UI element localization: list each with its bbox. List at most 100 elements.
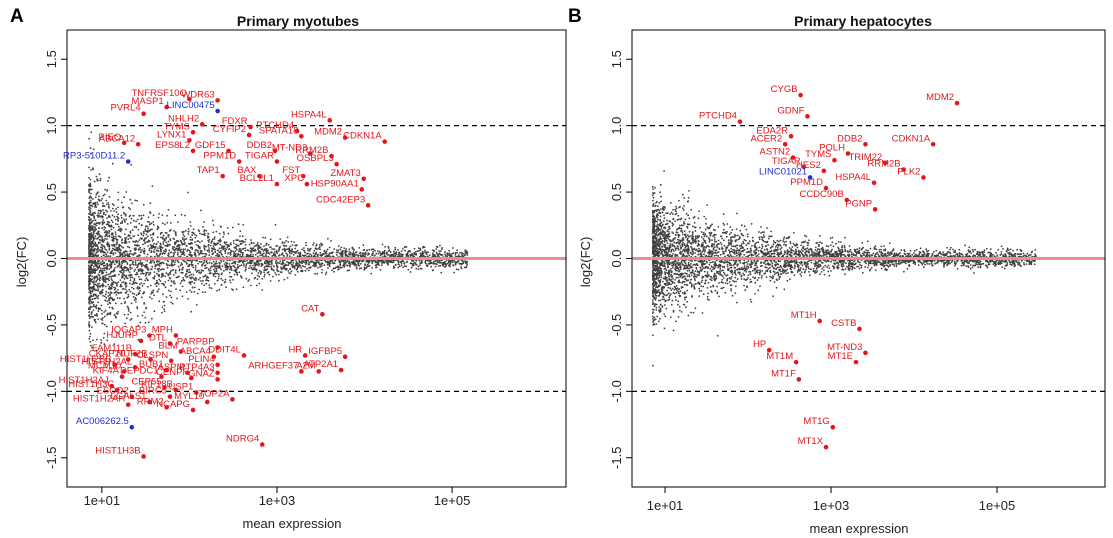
gene-label: NDRG4 [226, 433, 259, 444]
gene-label: IGFBP5 [308, 346, 342, 357]
gene-label: CYGB [771, 84, 798, 95]
highlighted-point [766, 347, 772, 353]
gene-label: MT-ND3 [827, 342, 862, 353]
gene-label: CEP55 [131, 376, 161, 387]
highlighted-point [382, 139, 388, 144]
gene-label: ABCA12 [99, 133, 135, 144]
gene-label: MCM10 [88, 360, 121, 371]
highlighted-point [921, 175, 926, 180]
highlighted-point [147, 399, 152, 405]
highlighted-point [129, 424, 135, 430]
highlighted-point [211, 354, 217, 360]
gene-label: FST [282, 165, 300, 176]
highlighted-point [190, 148, 196, 154]
gene-label: ABCA4 [180, 346, 211, 357]
highlighted-point [132, 351, 138, 357]
highlighted-point [114, 387, 120, 393]
gene-label: EPS8L2 [155, 140, 190, 151]
gene-label: FDXR [222, 116, 248, 127]
highlighted-point [125, 357, 131, 362]
y-tick-label: -1.0 [609, 380, 624, 402]
highlighted-point [853, 359, 859, 365]
highlighted-point [215, 377, 220, 382]
gene-label: RP3-510D11.2 [63, 151, 125, 162]
highlighted-point [162, 385, 167, 390]
highlighted-point [316, 369, 322, 374]
gene-label: BIRC5 [139, 386, 167, 397]
highlighted-point [830, 424, 836, 430]
gene-label: PLIN4 [188, 354, 214, 365]
gene-label: ESCO2 [97, 386, 129, 397]
gene-label: HIST1H3B [95, 445, 140, 456]
highlighted-point [215, 362, 220, 368]
highlighted-point [187, 137, 192, 143]
highlighted-point [365, 203, 371, 208]
highlighted-point [226, 148, 231, 154]
y-tick-label: -0.5 [44, 314, 59, 336]
x-axis-title-myotubes: mean expression [243, 516, 342, 531]
gene-label: TYMS [805, 149, 831, 160]
gene-label: CDC42EP3 [316, 194, 365, 205]
highlighted-point [190, 407, 196, 413]
gene-label: IQGAP3 [111, 325, 146, 336]
x-tick-label: 1e+01 [84, 493, 121, 508]
gene-label: DEPDC1 [120, 366, 159, 377]
gene-label: HSPA4L [835, 172, 871, 183]
highlighted-point [302, 353, 308, 358]
y-tick-label: 0.0 [609, 249, 624, 267]
gene-label: TYMS [164, 121, 190, 132]
gene-label: LGALS1 [111, 391, 147, 402]
highlighted-point [304, 181, 310, 187]
gene-label: RRM2B [867, 158, 900, 169]
highlighted-point [882, 160, 888, 166]
highlighted-point [121, 140, 127, 146]
highlighted-point [823, 444, 829, 450]
highlighted-point [236, 159, 242, 164]
highlighted-point [164, 404, 169, 410]
y-tick-label: -0.5 [609, 314, 624, 336]
gene-label: HIST1H2BB [60, 354, 112, 365]
background-points-hepatocytes [651, 170, 1037, 367]
gene-label: RRM2 [137, 396, 164, 407]
highlighted-point [782, 141, 788, 147]
gene-label: CCDC90B [799, 189, 843, 200]
highlighted-point [301, 173, 306, 179]
gene-label: CAT [301, 303, 319, 314]
gene-label: TIGAR [772, 156, 801, 167]
gene-label: CENPF [156, 367, 188, 378]
gene-label: HP [753, 339, 766, 350]
highlighted-point [342, 354, 348, 360]
gene-label: MYL10 [174, 391, 204, 402]
highlighted-point [338, 367, 344, 373]
gene-label: NUF2B [116, 348, 147, 359]
gene-label: MT1H [791, 310, 817, 321]
highlighted-point [832, 157, 837, 163]
gene-label: CYFIP2 [213, 124, 246, 135]
gene-label: MT1X [798, 436, 824, 447]
gene-label: ARHGEF37 [248, 360, 298, 371]
highlighted-point [274, 181, 280, 187]
gene-label: MDM2 [926, 92, 954, 103]
gene-label: MT1E [828, 351, 853, 362]
highlighted-point [259, 442, 265, 447]
gene-label: PIEO [98, 132, 121, 143]
highlighted-point [159, 374, 164, 380]
highlighted-point [129, 394, 135, 399]
gene-label: OSBPL3 [297, 153, 334, 164]
highlighted-point [930, 141, 936, 147]
gene-label: ATP2A1 [303, 359, 338, 370]
background-point-cloud [651, 170, 1037, 367]
highlighted-point [125, 402, 131, 407]
highlighted-point [334, 161, 339, 167]
gene-label: ASPM [158, 362, 185, 373]
highlighted-point [173, 387, 179, 393]
highlighted-point [801, 164, 807, 170]
highlighted-point [194, 390, 199, 395]
gene-label: MT1F [771, 368, 796, 379]
gene-label: GDNF [778, 105, 805, 116]
highlighted-point [793, 359, 799, 365]
highlighted-point [807, 175, 813, 180]
gene-label: HSP90AA1 [311, 178, 359, 189]
